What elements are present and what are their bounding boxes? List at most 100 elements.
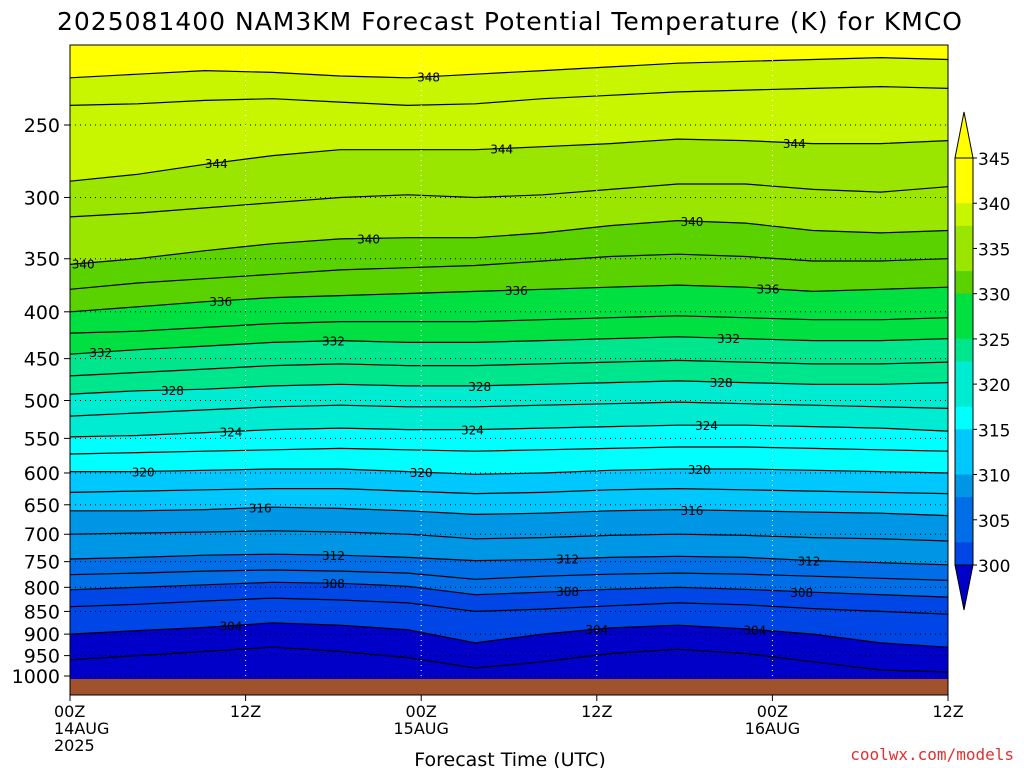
colorbar: 345 340 335 330 325 320 315 310 305 300 [954, 111, 1010, 611]
y-tick-label: 300 [24, 187, 60, 209]
contour-314 [70, 530, 948, 542]
contour-310 [70, 569, 948, 581]
colorbar-segment [955, 203, 973, 227]
pressure-axis: 2503003504004505005506006507007508008509… [12, 115, 70, 688]
contour-label: 308 [790, 586, 813, 600]
colorbar-segment [955, 406, 973, 430]
contour-label: 324 [220, 425, 243, 439]
contour-336 [70, 284, 948, 313]
temperature-bands [70, 45, 948, 695]
x-tick-label: 2025 [54, 736, 95, 755]
y-tick-label: 700 [24, 524, 60, 546]
contour-label: 304 [220, 620, 243, 634]
y-tick-label: 350 [24, 249, 60, 271]
contour-330 [70, 359, 948, 377]
credit-text: coolwx.com/models [850, 745, 1014, 764]
grid-lines [70, 45, 948, 695]
colorbar-label: 345 [978, 150, 1010, 170]
contour-312 [70, 553, 948, 566]
x-tick-label: 00Z [757, 702, 788, 721]
contour-label: 340 [72, 257, 95, 271]
contour-label: 312 [322, 549, 345, 563]
contour-label: 340 [357, 232, 380, 246]
colorbar-segment [955, 180, 973, 204]
contour-label: 336 [505, 284, 528, 298]
contour-label: 316 [680, 504, 703, 518]
y-tick-label: 450 [24, 349, 60, 371]
contour-304 [70, 622, 948, 648]
contour-label: 328 [468, 380, 491, 394]
colorbar-segment [955, 361, 973, 385]
colorbar-segment [955, 429, 973, 453]
contour-302 [70, 646, 948, 673]
y-tick-label: 950 [24, 646, 60, 668]
contour-label: 332 [322, 335, 345, 349]
contour-label: 336 [209, 295, 232, 309]
y-tick-label: 800 [24, 577, 60, 599]
contour-label: 348 [417, 71, 440, 85]
colorbar-label: 320 [978, 376, 1010, 396]
x-tick-label: 15AUG [393, 719, 448, 738]
contour-label: 344 [783, 137, 806, 151]
contour-316 [70, 506, 948, 517]
contour-label: 304 [585, 623, 608, 637]
contour-label: 340 [680, 215, 703, 229]
colorbar-label: 340 [978, 195, 1010, 215]
y-tick-label: 600 [24, 463, 60, 485]
colorbar-segment [955, 225, 973, 249]
contour-348 [70, 56, 948, 79]
contour-326 [70, 401, 948, 417]
y-tick-label: 550 [24, 428, 60, 450]
contour-label: 324 [461, 424, 484, 438]
contour-306 [70, 597, 948, 615]
colorbar-segment [955, 474, 973, 498]
contour-344 [70, 138, 948, 182]
colorbar-label: 300 [978, 557, 1010, 577]
colorbar-label: 310 [978, 467, 1010, 487]
y-tick-label: 900 [24, 624, 60, 646]
contour-332 [70, 336, 948, 355]
colorbar-segment [955, 384, 973, 408]
contour-label: 304 [743, 624, 766, 638]
contour-label: 312 [556, 553, 579, 567]
plot-frame [69, 44, 949, 696]
contour-label: 316 [249, 502, 272, 516]
contour-label: 312 [798, 554, 821, 568]
contour-labels: 348 344 344 344 340 340 340 336 336 336 332 332 332 3… [72, 71, 821, 638]
colorbar-label: 315 [978, 421, 1010, 441]
contour-label: 308 [556, 585, 579, 599]
x-tick-label: 00Z [54, 702, 85, 721]
contour-308 [70, 581, 948, 598]
colorbar-segment [955, 519, 973, 543]
contour-338 [70, 253, 948, 290]
colorbar-label: 335 [978, 240, 1010, 260]
contour-342 [70, 183, 948, 218]
colorbar-segment [955, 271, 973, 295]
colorbar-label: 305 [978, 512, 1010, 532]
chart-title: 2025081400 NAM3KM Forecast Potential Tem… [57, 7, 963, 36]
colorbar-segment [955, 248, 973, 272]
x-tick-label: 12Z [581, 702, 612, 721]
contour-label: 344 [205, 157, 228, 171]
contour-label: 320 [132, 466, 155, 480]
band-348 [70, 45, 948, 78]
x-tick-label: 14AUG [54, 719, 109, 738]
contour-label: 332 [717, 332, 740, 346]
contour-label: 320 [688, 463, 711, 477]
contour-label: 336 [757, 283, 780, 297]
colorbar-segment [955, 158, 973, 182]
colorbar-segment [955, 497, 973, 521]
y-tick-label: 500 [24, 391, 60, 413]
y-tick-label: 650 [24, 495, 60, 517]
contour-334 [70, 315, 948, 334]
x-tick-label: 16AUG [745, 719, 800, 738]
y-tick-label: 850 [24, 601, 60, 623]
x-tick-label: 12Z [230, 702, 261, 721]
colorbar-label: 325 [978, 331, 1010, 351]
contour-346 [70, 85, 948, 107]
contour-label: 328 [710, 376, 733, 390]
contour-324 [70, 424, 948, 438]
band-344 [70, 45, 948, 182]
colorbar-segment [955, 316, 973, 340]
